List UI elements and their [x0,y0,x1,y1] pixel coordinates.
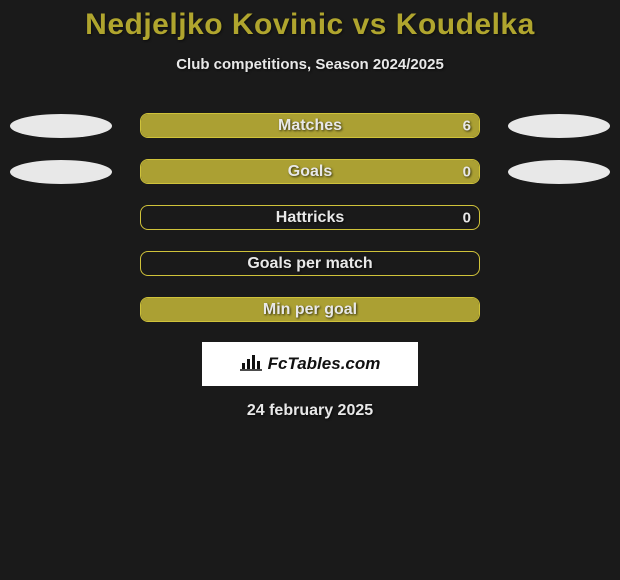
stat-row: Hattricks 0 [0,205,620,230]
stat-label: Min per goal [263,301,357,319]
logo-text: FcTables.com [268,354,381,374]
stat-label: Matches [278,117,342,135]
stat-value-right: 0 [463,209,471,226]
page-subtitle: Club competitions, Season 2024/2025 [0,56,620,73]
right-ellipse [508,160,610,184]
footer-date: 24 february 2025 [0,402,620,420]
stat-bar: Goals per match [140,251,480,276]
left-ellipse [10,160,112,184]
right-ellipse [508,114,610,138]
left-ellipse [10,114,112,138]
stat-row: Matches 6 [0,113,620,138]
stat-label: Goals per match [247,255,372,273]
stat-row: Goals per match [0,251,620,276]
stat-bar: Hattricks 0 [140,205,480,230]
stat-value-right: 6 [463,117,471,134]
stat-label: Hattricks [276,209,344,227]
bar-chart-icon [240,353,262,376]
stat-rows: Matches 6 Goals 0 Hattricks 0 Goals per match M… [0,113,620,322]
stat-bar: Matches 6 [140,113,480,138]
page-title: Nedjeljko Kovinic vs Koudelka [0,8,620,42]
stat-bar: Goals 0 [140,159,480,184]
stat-label: Goals [288,163,332,181]
stat-row: Min per goal [0,297,620,322]
stat-bar: Min per goal [140,297,480,322]
logo-block: FcTables.com [202,342,418,386]
stat-row: Goals 0 [0,159,620,184]
stat-value-right: 0 [463,163,471,180]
comparison-infographic: Nedjeljko Kovinic vs Koudelka Club compe… [0,0,620,420]
